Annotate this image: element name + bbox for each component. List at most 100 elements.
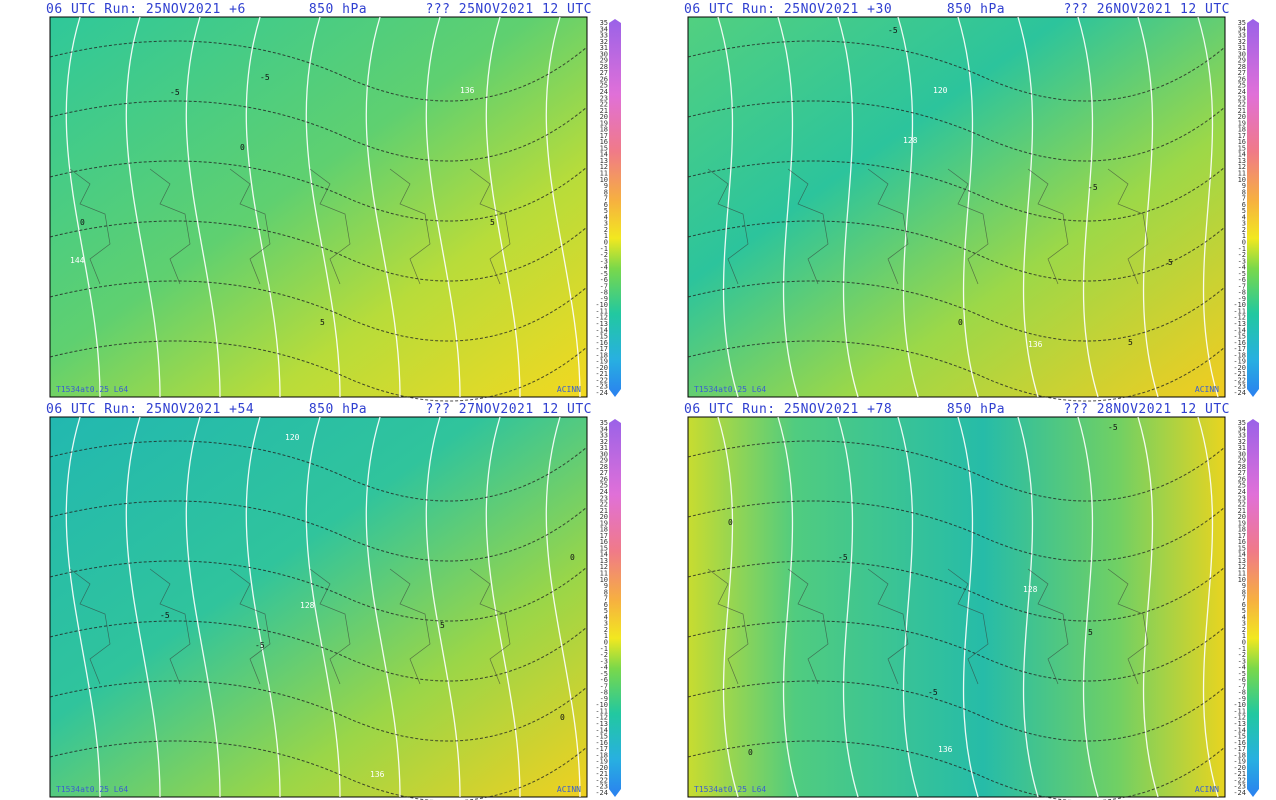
colorbar-label: -22 <box>1233 776 1246 784</box>
colorbar-label: 13 <box>600 157 608 165</box>
colorbar <box>609 19 621 397</box>
colorbar-label: 6 <box>1242 601 1246 609</box>
colorbar-label: -18 <box>1233 751 1246 759</box>
contour-label: -5 <box>160 611 170 620</box>
colorbar-label: -10 <box>595 301 608 309</box>
contour-label: 5 <box>1168 258 1173 267</box>
colorbar-label: 4 <box>604 613 608 621</box>
contour-label: -5 <box>170 88 180 97</box>
colorbar-label: 21 <box>600 107 608 115</box>
geopotential-contour <box>1197 416 1219 798</box>
map-field <box>687 416 1226 798</box>
colorbar-label: 27 <box>600 69 608 77</box>
geopotential-contour <box>957 16 979 398</box>
colorbar-label: 25 <box>600 482 608 490</box>
contour-label: -5 <box>1088 183 1098 192</box>
colorbar-label: 1 <box>604 632 608 640</box>
colorbar-label: -1 <box>1238 245 1246 253</box>
colorbar-label: 19 <box>1238 119 1246 127</box>
colorbar-label: 30 <box>1238 50 1246 58</box>
coastline <box>1027 568 1069 685</box>
map-panel: 120 128 136 -5 0 5 -5 5 T1534at0.25 L64 ACINN <box>687 16 1226 402</box>
colorbar-label: 7 <box>604 195 608 203</box>
colorbar-label: -4 <box>1238 664 1246 672</box>
colorbar-label: -19 <box>1233 758 1246 766</box>
contour-label: 128 <box>1023 585 1038 594</box>
colorbar-label: 27 <box>1238 469 1246 477</box>
colorbar-label: -21 <box>595 370 608 378</box>
coastline <box>1107 568 1149 685</box>
colorbar-label: 10 <box>600 176 608 184</box>
colorbar-label: 5 <box>604 207 608 215</box>
colorbar-label: -8 <box>1238 289 1246 297</box>
contour-label: 136 <box>938 745 953 754</box>
colorbar-label: -21 <box>595 770 608 778</box>
colorbar-label: 15 <box>600 144 608 152</box>
colorbar-label: -24 <box>1233 789 1246 797</box>
colorbar-label: 17 <box>600 532 608 540</box>
colorbar-label: -23 <box>595 783 608 791</box>
geopotential-contour <box>245 416 281 798</box>
colorbar <box>1247 19 1259 397</box>
colorbar-label: 10 <box>1238 176 1246 184</box>
colorbar-label: 5 <box>1242 607 1246 615</box>
geopotential-contour <box>185 16 221 398</box>
colorbar-label: 26 <box>600 475 608 483</box>
colorbar-label: -13 <box>1233 320 1246 328</box>
colorbar-label: 23 <box>600 94 608 102</box>
valid-label: ??? 28NOV2021 12 UTC <box>1063 402 1230 417</box>
colorbar-label: -15 <box>1233 733 1246 741</box>
colorbar-label: 8 <box>1242 188 1246 196</box>
colorbar-label: 3 <box>1242 620 1246 628</box>
run-label: 06 UTC Run: 25NOV2021 +78 <box>684 402 892 417</box>
colorbar-label: 28 <box>600 463 608 471</box>
colorbar-label: -2 <box>600 651 608 659</box>
colorbar-label: 11 <box>1238 570 1246 578</box>
colorbar-label: -12 <box>595 314 608 322</box>
colorbar-label: 7 <box>1242 595 1246 603</box>
colorbar-label: -16 <box>1233 339 1246 347</box>
colorbar-label: 21 <box>1238 107 1246 115</box>
colorbar-label: -6 <box>1238 276 1246 284</box>
colorbar-label: 33 <box>1238 32 1246 40</box>
geopotential-contour <box>485 416 521 798</box>
level-label: 850 hPa <box>947 402 1005 417</box>
colorbar-label: 14 <box>600 151 608 159</box>
geopotential-contour <box>1077 416 1099 798</box>
colorbar-label: 24 <box>1238 488 1246 496</box>
colorbar-label: 30 <box>1238 450 1246 458</box>
colorbar-label: 19 <box>600 519 608 527</box>
colorbar-label: 1 <box>1242 232 1246 240</box>
geopotential-contour <box>897 16 919 398</box>
colorbar-label: -13 <box>1233 720 1246 728</box>
colorbar-label: 29 <box>600 57 608 65</box>
coastline <box>69 168 111 285</box>
colorbar-label: -17 <box>1233 745 1246 753</box>
colorbar-label: 24 <box>600 488 608 496</box>
colorbar-label: -20 <box>1233 764 1246 772</box>
colorbar-label: -16 <box>595 739 608 747</box>
geopotential-contour <box>957 416 979 798</box>
colorbar-label: 9 <box>1242 582 1246 590</box>
colorbar-label: 34 <box>1238 425 1246 433</box>
colorbar-label: -16 <box>595 339 608 347</box>
colorbar-label: 8 <box>604 188 608 196</box>
colorbar-label: 26 <box>1238 475 1246 483</box>
run-label: 06 UTC Run: 25NOV2021 +54 <box>46 402 254 417</box>
colorbar-label: 33 <box>1238 432 1246 440</box>
valid-label: ??? 25NOV2021 12 UTC <box>425 2 592 17</box>
map-panel: 136 144 0 -5 5 0 5 -5 T1534at0.25 L64 ACINN <box>49 16 588 402</box>
colorbar-label: -16 <box>1233 739 1246 747</box>
colorbar-label: 28 <box>600 63 608 71</box>
colorbar-label: 32 <box>600 438 608 446</box>
contour-label: -5 <box>260 73 270 82</box>
colorbar-label: 24 <box>1238 88 1246 96</box>
colorbar-label: 31 <box>1238 44 1246 52</box>
isotherm <box>49 100 588 162</box>
colorbar-label: 10 <box>1238 576 1246 584</box>
coastline <box>947 568 989 685</box>
contour-label: -5 <box>928 688 938 697</box>
geopotential-contour <box>837 416 859 798</box>
isotherm <box>49 440 588 502</box>
